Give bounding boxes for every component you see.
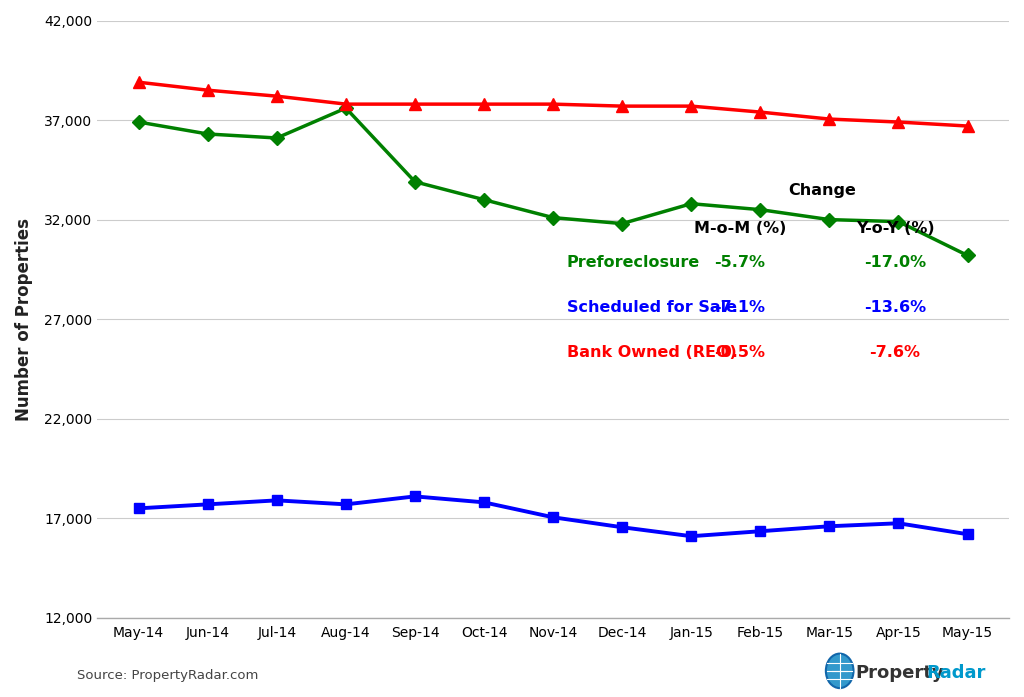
Ellipse shape <box>825 654 854 688</box>
Text: -7.6%: -7.6% <box>869 344 921 360</box>
Text: Preforeclosure: Preforeclosure <box>567 255 700 270</box>
Text: Y-o-Y (%): Y-o-Y (%) <box>856 222 934 236</box>
Text: Source: PropertyRadar.com: Source: PropertyRadar.com <box>77 668 258 682</box>
Text: M-o-M (%): M-o-M (%) <box>694 222 786 236</box>
Text: Bank Owned (REO): Bank Owned (REO) <box>567 344 736 360</box>
Text: -17.0%: -17.0% <box>864 255 926 270</box>
Text: Scheduled for Sale: Scheduled for Sale <box>567 300 737 315</box>
Text: -0.5%: -0.5% <box>715 344 766 360</box>
Text: Property: Property <box>855 664 944 682</box>
Text: -5.7%: -5.7% <box>715 255 766 270</box>
Text: -13.6%: -13.6% <box>864 300 926 315</box>
Text: Radar: Radar <box>927 664 986 682</box>
Text: -7.1%: -7.1% <box>715 300 766 315</box>
Text: Change: Change <box>788 183 856 198</box>
Y-axis label: Number of Properties: Number of Properties <box>15 217 33 421</box>
